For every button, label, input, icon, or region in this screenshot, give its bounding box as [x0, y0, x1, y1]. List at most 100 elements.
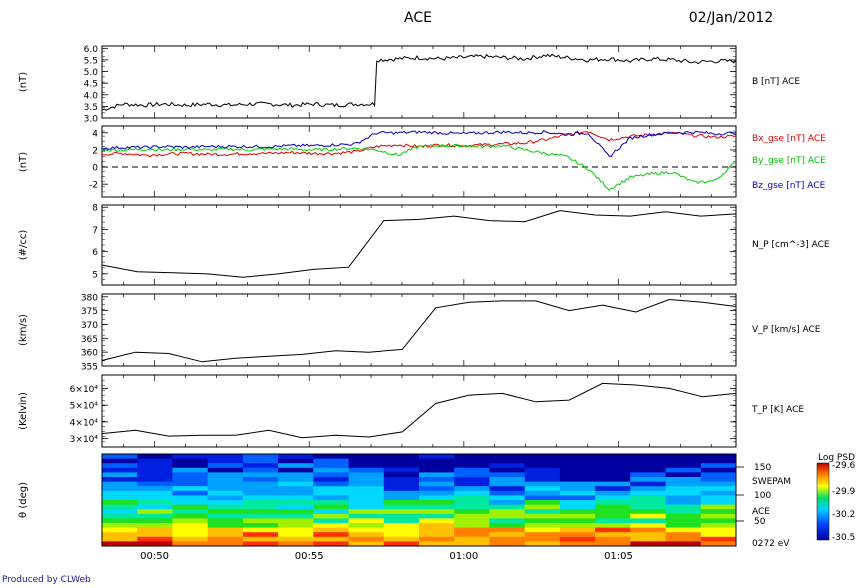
heatmap-cell — [313, 523, 349, 529]
heatmap-cell — [242, 486, 279, 492]
heatmap-cell — [172, 532, 209, 538]
spectrogram-right-label: 0272 eV — [752, 539, 790, 549]
heatmap-cell — [559, 463, 596, 469]
heatmap-cell — [489, 541, 526, 547]
heatmap-cell — [665, 536, 702, 542]
heatmap-cell — [207, 504, 244, 510]
heatmap-cell — [102, 500, 138, 506]
heatmap-cell — [242, 536, 279, 542]
heatmap-cell — [102, 504, 138, 510]
heatmap-cell — [137, 536, 173, 542]
heatmap-cell — [172, 458, 209, 464]
y-tick-label: 4.5 — [84, 80, 98, 90]
heatmap-cell — [102, 481, 138, 487]
heatmap-cell — [383, 527, 420, 533]
heatmap-cell — [313, 500, 349, 506]
time-tick-label: 01:05 — [604, 551, 633, 562]
heatmap-cell — [700, 467, 737, 473]
panel-b-total-frame — [101, 45, 737, 119]
heatmap-cell — [383, 481, 420, 487]
heatmap-cell — [137, 518, 173, 524]
heatmap-cell — [348, 490, 385, 496]
colorbar-tick-label: -29.6 — [832, 461, 856, 471]
heatmap-cell — [489, 532, 526, 538]
heatmap-cell — [383, 472, 420, 478]
heatmap-cell — [630, 500, 666, 506]
heatmap-cell — [524, 486, 561, 492]
heatmap-cell — [137, 500, 173, 506]
heatmap-cell — [489, 527, 526, 533]
heatmap-cell — [489, 458, 526, 464]
heatmap-cell — [489, 463, 526, 469]
heatmap-cell — [313, 513, 349, 519]
series-line-b_components-1 — [101, 143, 737, 192]
heatmap-cell — [700, 477, 737, 483]
panel-np-frame — [101, 204, 737, 286]
heatmap-cell — [524, 481, 561, 487]
heatmap-cell — [665, 495, 702, 501]
heatmap-cell — [242, 523, 279, 529]
heatmap-cell — [278, 518, 314, 524]
heatmap-cell — [242, 454, 279, 460]
heatmap-cell — [454, 486, 490, 492]
heatmap-cell — [242, 490, 279, 496]
y-tick-label: 6 — [92, 248, 98, 258]
heatmap-cell — [700, 486, 737, 492]
heatmap-cell — [454, 472, 490, 478]
time-tick-label: 01:00 — [449, 551, 478, 562]
heatmap-cell — [278, 527, 314, 533]
heatmap-cell — [419, 472, 455, 478]
series-line-np-0 — [101, 210, 737, 278]
heatmap-cell — [383, 458, 420, 464]
heatmap-cell — [524, 523, 561, 529]
heatmap-cell — [419, 490, 455, 496]
heatmap-cell — [137, 486, 173, 492]
heatmap-cell — [137, 463, 173, 469]
heatmap-cell — [172, 500, 209, 506]
heatmap-cell — [419, 467, 455, 473]
heatmap-cell — [630, 504, 666, 510]
heatmap-cell — [630, 518, 666, 524]
heatmap-cell — [102, 495, 138, 501]
heatmap-cell — [207, 541, 244, 547]
ylabel-b-components: (nT) — [18, 152, 29, 172]
heatmap-cell — [595, 458, 631, 464]
heatmap-cell — [207, 454, 244, 460]
heatmap-cell — [524, 541, 561, 547]
heatmap-cell — [383, 467, 420, 473]
heatmap-cell — [595, 481, 631, 487]
heatmap-cell — [665, 523, 702, 529]
heatmap-cell — [313, 518, 349, 524]
heatmap-cell — [313, 472, 349, 478]
heatmap-cell — [559, 509, 596, 515]
heatmap-cell — [559, 532, 596, 538]
heatmap-cell — [278, 481, 314, 487]
ylabel-np: (#/cc) — [18, 230, 29, 261]
heatmap-cell — [489, 486, 526, 492]
heatmap-cell — [242, 532, 279, 538]
chart-title: ACE — [404, 10, 432, 26]
heatmap-cell — [207, 490, 244, 496]
heatmap-cell — [278, 523, 314, 529]
heatmap-cell — [665, 472, 702, 478]
heatmap-cell — [313, 467, 349, 473]
heatmap-cell — [172, 527, 209, 533]
heatmap-cell — [419, 486, 455, 492]
heatmap-cell — [595, 490, 631, 496]
heatmap-cell — [348, 518, 385, 524]
heatmap-cell — [348, 467, 385, 473]
heatmap-cell — [242, 463, 279, 469]
time-tick-label: 00:55 — [295, 551, 324, 562]
heatmap-cell — [454, 509, 490, 515]
heatmap-cell — [665, 509, 702, 515]
heatmap-cell — [700, 500, 737, 506]
heatmap-cell — [278, 472, 314, 478]
heatmap-cell — [559, 467, 596, 473]
heatmap-cell — [172, 536, 209, 542]
series-line-vp-0 — [101, 298, 737, 363]
heatmap-cell — [524, 518, 561, 524]
heatmap-cell — [595, 532, 631, 538]
heatmap-cell — [278, 467, 314, 473]
heatmap-cell — [524, 454, 561, 460]
heatmap-cell — [242, 500, 279, 506]
